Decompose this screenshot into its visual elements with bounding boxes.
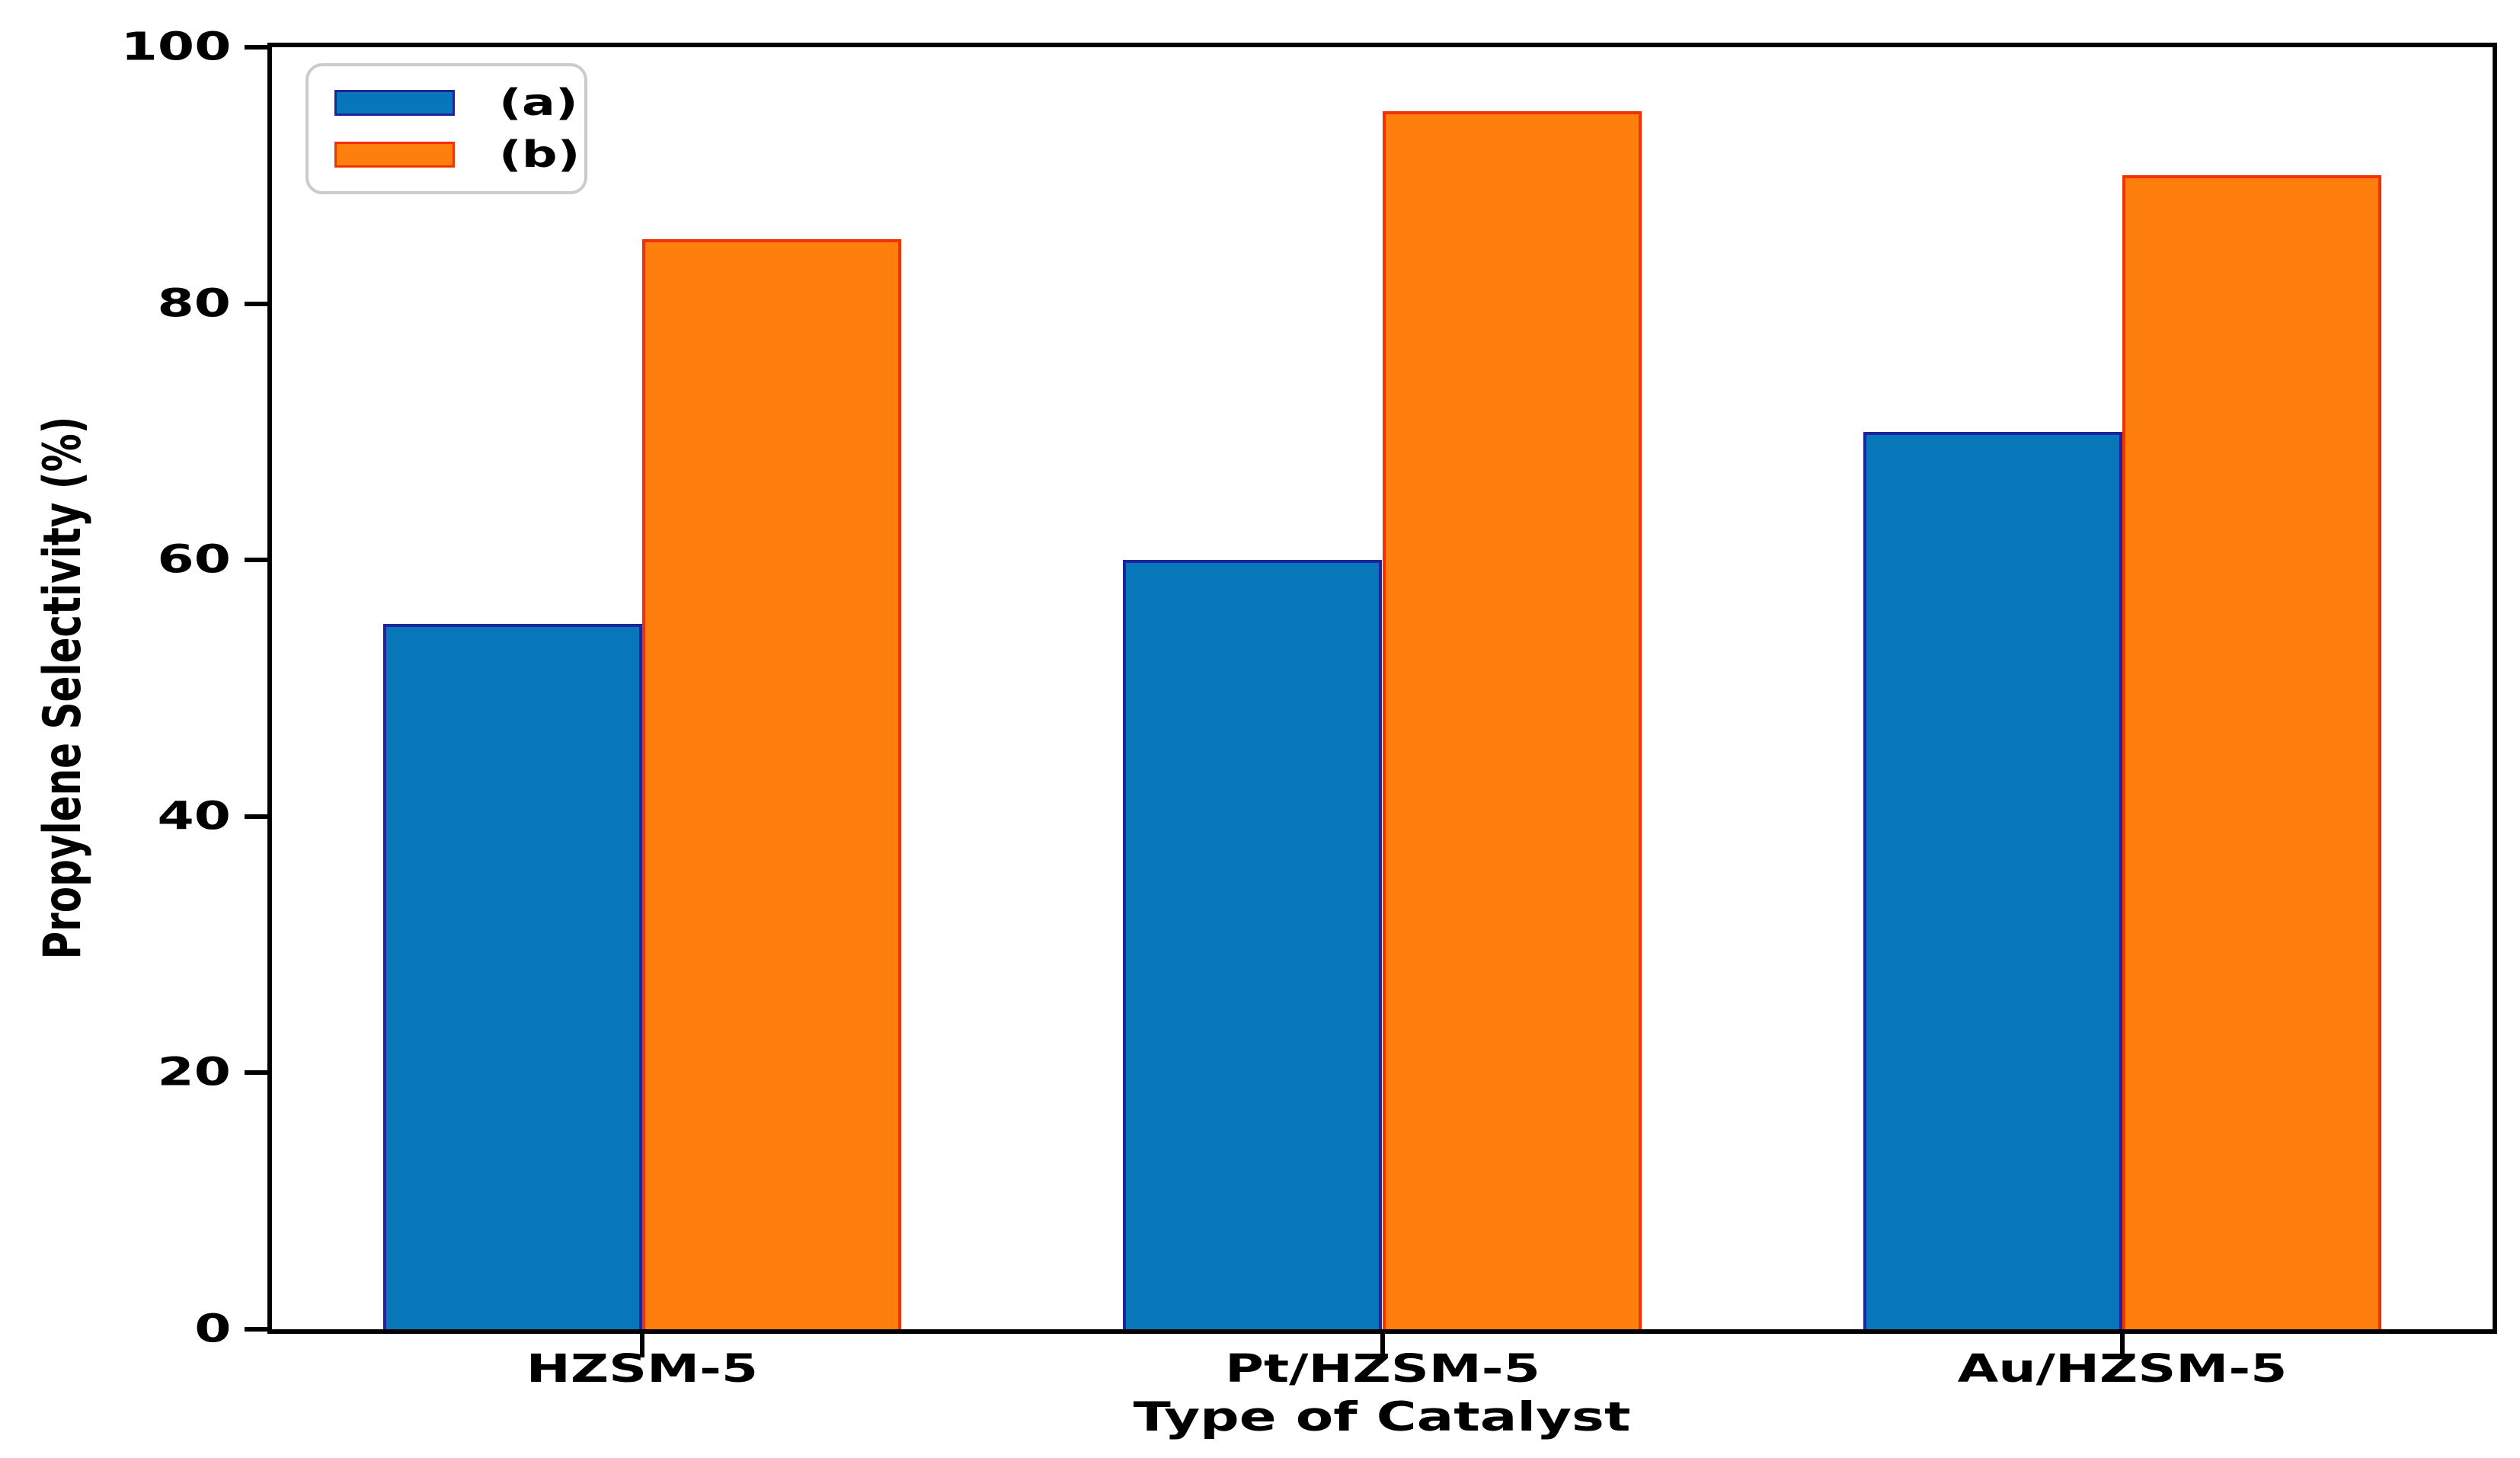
x-axis-label: Type of Catalyst xyxy=(1133,1394,1631,1440)
y-tick-label: 20 xyxy=(157,1050,231,1095)
legend-label-b: (b) xyxy=(499,133,580,176)
y-tick-label: 40 xyxy=(157,794,231,839)
bar-series-1-cat-2 xyxy=(2122,175,2382,1329)
bar-series-0-cat-2 xyxy=(1863,431,2123,1329)
bar-series-0-cat-0 xyxy=(382,624,642,1329)
y-tick xyxy=(245,814,268,819)
x-tick xyxy=(2120,1334,2125,1357)
x-tick-label-1: Pt/HZSM-5 xyxy=(1224,1347,1540,1392)
x-tick-label-2: Au/HZSM-5 xyxy=(1957,1347,2288,1392)
x-tick xyxy=(639,1334,644,1357)
y-tick-label: 80 xyxy=(157,281,231,327)
y-tick-label: 60 xyxy=(157,537,231,583)
legend-swatch-a xyxy=(334,90,455,116)
legend-label-a: (a) xyxy=(499,82,578,124)
y-axis-label: Propylene Selectivity (%) xyxy=(32,416,93,960)
bar-series-1-cat-1 xyxy=(1382,111,1642,1329)
bar-series-0-cat-1 xyxy=(1123,560,1383,1329)
y-tick xyxy=(245,45,268,50)
x-tick xyxy=(1380,1334,1385,1357)
legend: (a) (b) xyxy=(305,63,588,194)
plot-area: (a) (b) xyxy=(267,43,2497,1334)
y-tick-label: 100 xyxy=(120,24,231,70)
y-tick-label: 0 xyxy=(193,1306,231,1352)
x-tick-label-0: HZSM-5 xyxy=(526,1347,759,1392)
bar-series-1-cat-0 xyxy=(641,239,901,1329)
legend-entry-b: (b) xyxy=(334,135,580,174)
y-tick xyxy=(245,1327,268,1332)
y-tick xyxy=(245,1070,268,1076)
y-tick xyxy=(245,558,268,563)
legend-entry-a: (a) xyxy=(334,83,578,123)
y-tick xyxy=(245,301,268,306)
legend-swatch-b xyxy=(334,142,455,168)
